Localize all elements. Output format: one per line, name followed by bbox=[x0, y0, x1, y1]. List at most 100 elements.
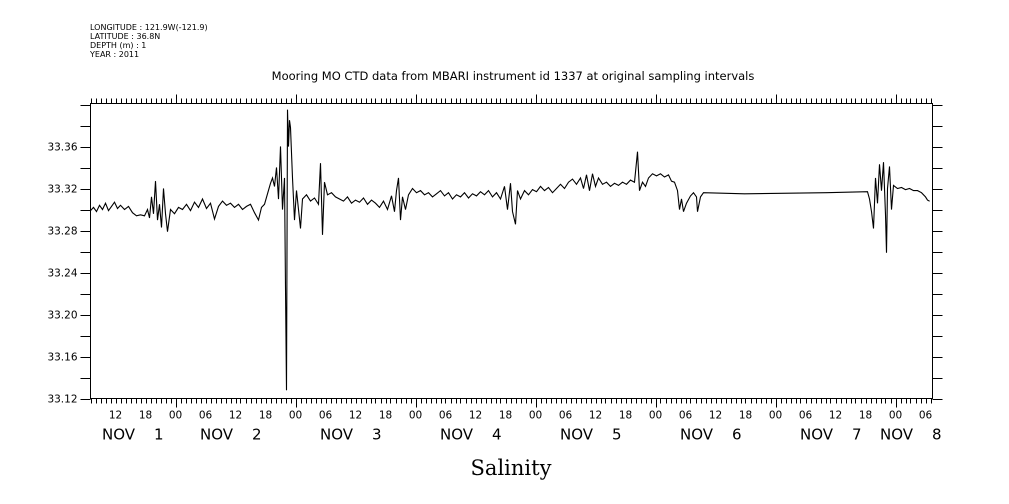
data-point bbox=[290, 127, 291, 128]
date-label-day: 2 bbox=[252, 426, 262, 444]
x-tick-label: 06 bbox=[799, 410, 813, 422]
data-point bbox=[517, 190, 518, 191]
data-point bbox=[648, 177, 649, 179]
x-tick-label: 00 bbox=[529, 410, 542, 422]
data-point bbox=[652, 173, 653, 175]
data-point bbox=[504, 186, 505, 187]
x-tick-label: 00 bbox=[409, 410, 422, 422]
chart-title: Mooring MO CTD data from MBARI instrumen… bbox=[272, 69, 755, 83]
data-point bbox=[174, 213, 175, 214]
data-point bbox=[921, 192, 922, 193]
data-point bbox=[448, 192, 449, 193]
data-point bbox=[589, 190, 590, 191]
data-point bbox=[576, 184, 577, 185]
data-point bbox=[480, 191, 481, 192]
x-tick-label: 12 bbox=[589, 410, 602, 422]
data-point bbox=[560, 184, 561, 185]
data-point bbox=[250, 204, 251, 205]
date-label-month: NOV bbox=[440, 426, 474, 444]
y-tick-label: 33.32 bbox=[47, 184, 77, 196]
data-point bbox=[238, 204, 239, 205]
data-point bbox=[178, 207, 179, 208]
data-point bbox=[398, 177, 399, 179]
data-point bbox=[132, 212, 133, 213]
data-point bbox=[703, 192, 704, 193]
data-point bbox=[622, 181, 623, 183]
x-tick-label: 18 bbox=[859, 410, 872, 422]
data-point bbox=[161, 227, 162, 228]
data-point bbox=[484, 194, 485, 196]
data-point bbox=[606, 181, 607, 183]
date-label-month: NOV bbox=[102, 426, 136, 444]
data-point bbox=[917, 190, 918, 191]
x-tick-label: 12 bbox=[469, 410, 482, 422]
date-label-day: 7 bbox=[852, 426, 862, 444]
data-point bbox=[826, 192, 827, 193]
data-point bbox=[264, 204, 265, 205]
x-axis-label: Salinity bbox=[471, 456, 552, 480]
data-point bbox=[222, 200, 223, 202]
data-point bbox=[630, 179, 631, 181]
data-point bbox=[254, 212, 255, 213]
data-point bbox=[664, 176, 665, 178]
date-label-month: NOV bbox=[680, 426, 714, 444]
data-point bbox=[99, 205, 100, 206]
data-point bbox=[117, 208, 118, 209]
x-tick-label: 00 bbox=[769, 410, 782, 422]
y-tick-label: 33.36 bbox=[47, 142, 77, 154]
x-tick-label: 12 bbox=[709, 410, 722, 422]
data-point bbox=[359, 201, 360, 203]
x-tick-label: 18 bbox=[379, 410, 392, 422]
data-point bbox=[314, 197, 315, 199]
data-point bbox=[881, 190, 882, 191]
data-point bbox=[867, 191, 868, 192]
data-point bbox=[586, 174, 587, 176]
data-point bbox=[331, 192, 332, 193]
data-point bbox=[234, 207, 235, 208]
data-point bbox=[887, 188, 888, 189]
data-point bbox=[379, 207, 380, 208]
data-point bbox=[124, 209, 125, 210]
data-point bbox=[163, 188, 164, 189]
data-point bbox=[891, 209, 892, 210]
header-depth: DEPTH (m) : 1 bbox=[90, 41, 146, 50]
data-point bbox=[580, 177, 581, 179]
data-point bbox=[396, 190, 397, 191]
data-point bbox=[408, 194, 409, 196]
x-tick-label: 06 bbox=[679, 410, 693, 422]
x-tick-label: 06 bbox=[919, 410, 933, 422]
data-point bbox=[285, 288, 286, 289]
data-point bbox=[674, 181, 675, 183]
data-point bbox=[292, 177, 293, 179]
data-point bbox=[375, 202, 376, 204]
data-point bbox=[883, 162, 884, 163]
date-label-month: NOV bbox=[800, 426, 834, 444]
data-point bbox=[102, 209, 103, 210]
data-point bbox=[744, 193, 745, 195]
x-tick-label: 18 bbox=[139, 410, 152, 422]
data-point bbox=[875, 177, 876, 179]
data-point bbox=[136, 215, 137, 217]
y-tick-label: 33.16 bbox=[47, 352, 77, 364]
data-point bbox=[159, 204, 160, 205]
data-point bbox=[492, 196, 493, 198]
data-point bbox=[602, 184, 603, 185]
data-point bbox=[889, 166, 890, 167]
data-point bbox=[155, 180, 156, 182]
data-point bbox=[893, 185, 894, 186]
data-point bbox=[140, 214, 141, 216]
x-tick-label: 18 bbox=[619, 410, 632, 422]
data-point bbox=[929, 200, 930, 202]
x-tick-label: 18 bbox=[739, 410, 752, 422]
x-tick-label: 18 bbox=[259, 410, 272, 422]
data-point bbox=[128, 206, 129, 207]
data-point bbox=[394, 211, 395, 212]
data-point bbox=[320, 163, 321, 164]
data-point bbox=[210, 202, 211, 204]
data-point bbox=[412, 188, 413, 189]
data-point bbox=[520, 198, 521, 200]
data-point bbox=[428, 192, 429, 193]
data-point bbox=[355, 199, 356, 201]
data-point bbox=[190, 210, 191, 211]
data-point bbox=[280, 146, 281, 147]
